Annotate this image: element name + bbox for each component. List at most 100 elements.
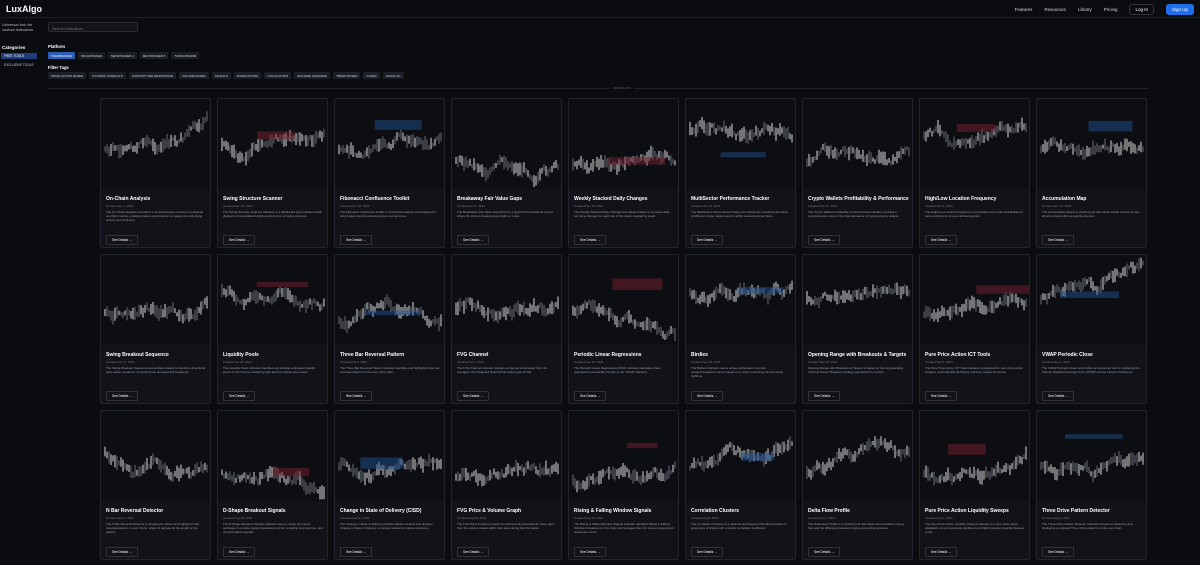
card-title: N Bar Reversal Detector [106,508,164,514]
indicator-card[interactable]: Rising & Falling Window Signals Created A… [568,410,679,560]
see-details-button[interactable]: See Details → [457,547,490,557]
card-description: The High/Low Location Frequency tool pro… [925,210,1024,218]
indicator-card[interactable]: VWAP Periodic Close Created Sep 2, 2024 Th… [1036,254,1147,404]
filter-chip[interactable]: SHOW ALL [382,72,405,79]
filter-chip[interactable]: FOREX [363,72,380,79]
see-details-button[interactable]: See Details → [925,391,958,401]
indicator-card[interactable]: Breakaway Fair Value Gaps Created Dec 5, … [451,98,562,248]
card-preview [218,99,327,189]
see-details-button[interactable]: See Details → [1042,235,1075,245]
indicator-card[interactable]: Delta Flow Profile Created Aug 1, 2024 The… [802,410,913,560]
login-button[interactable]: Log In [1129,4,1154,15]
indicator-card[interactable]: Opening Range with Breakouts & Targets Cr… [802,254,913,404]
platform-chip[interactable]: METATRADER 5 [139,52,169,59]
indicator-card[interactable]: Correlation Clusters Created Aug 8, 2024 T… [685,410,796,560]
indicator-card[interactable]: Weekly Stacked Daily Changes Created Dec … [568,98,679,248]
see-details-button[interactable]: See Details → [457,235,490,245]
see-details-button[interactable]: See Details → [808,235,841,245]
filter-chip[interactable]: DYNAMIC OVERLAYS [89,72,126,79]
see-details-button[interactable]: See Details → [691,235,724,245]
indicator-card[interactable]: Periodic Linear Regressions Created Sep 2… [568,254,679,404]
see-details-button[interactable]: See Details → [457,391,490,401]
indicator-card[interactable]: Accumulation Map Created Nov 14, 2024 The … [1036,98,1147,248]
see-details-button[interactable]: See Details → [691,391,724,401]
card-description: The Crypto Wallets Profitability & Perfo… [808,210,899,218]
filter-chip[interactable]: SIGNALS [211,72,231,79]
indicator-card[interactable]: Change in State of Delivery (CISD) Create… [334,410,445,560]
preview-bg [101,411,210,501]
card-preview [920,411,1029,501]
indicator-card[interactable]: FVG Price & Volume Graph Created Aug 15, … [451,410,562,560]
platform-chip[interactable]: METATRADER 4 [107,52,137,59]
card-date: Created Nov 21, 2024 [808,204,838,208]
see-details-button[interactable]: See Details → [808,547,841,557]
indicator-card[interactable]: Swing Structure Scanner Created Dec 15, 2… [217,98,328,248]
card-preview [569,411,678,501]
indicator-card[interactable]: Three Bar Reversal Pattern Created Oct 9,… [334,254,445,404]
indicator-card[interactable]: Fibonacci Confluence Toolkit Created Dec … [334,98,445,248]
see-details-button[interactable]: See Details → [106,235,139,245]
indicator-card[interactable]: Swing Breakout Sequence Created Oct 17, 2… [100,254,211,404]
indicator-card[interactable]: Pure Price Action ICT Tools Created Sep 5… [919,254,1030,404]
see-details-button[interactable]: See Details → [574,235,607,245]
card-title: Fibonacci Confluence Toolkit [340,196,410,202]
card-date: Created Dec 5, 2024 [457,204,485,208]
filter-chip[interactable]: VOLUME BASED [179,72,209,79]
signup-button[interactable]: Sign Up [1165,4,1194,15]
see-details-button[interactable]: See Details → [808,391,841,401]
card-date: Created Aug 15, 2024 [574,516,604,520]
see-details-button[interactable]: See Details → [691,547,724,557]
filter-chip[interactable]: FORECASTING [233,72,262,79]
indicator-card[interactable]: Crypto Wallets Profitability & Performan… [802,98,913,248]
card-preview [569,99,678,189]
filter-chip[interactable]: TREND BASED [333,72,361,79]
card-preview [335,411,444,501]
nav-link[interactable]: Library [1077,7,1092,12]
nav-link[interactable]: Features [1014,7,1033,12]
platform-label: Platform [48,44,65,49]
card-title: Three Drive Pattern Detector [1042,508,1110,514]
preview-bg [920,411,1029,501]
see-details-button[interactable]: See Details → [574,391,607,401]
category-item[interactable]: FREE TOOLS [1,53,37,59]
indicator-card[interactable]: Liquidity Pools Created Oct 24, 2024 The L… [217,254,328,404]
see-details-button[interactable]: See Details → [223,235,256,245]
filter-chip[interactable]: PRICE ACTION BASED [48,72,87,79]
nav-link[interactable]: Resources [1044,7,1066,12]
see-details-button[interactable]: See Details → [223,547,256,557]
see-details-button[interactable]: See Details → [106,391,139,401]
indicator-card[interactable]: Pure Price Action Liquidity Sweeps Create… [919,410,1030,560]
indicator-card[interactable]: Three Drive Pattern Detector Created Aug … [1036,410,1147,560]
platform-chip[interactable]: THINKORSWIM [171,52,200,59]
see-details-button[interactable]: See Details → [1042,391,1075,401]
see-details-button[interactable]: See Details → [340,391,373,401]
indicator-card[interactable]: FVG Channel Created Oct 1, 2024 The FVG Ch… [451,254,562,404]
see-details-button[interactable]: See Details → [340,547,373,557]
see-details-button[interactable]: See Details → [1042,547,1075,557]
see-details-button[interactable]: See Details → [925,235,958,245]
indicator-card[interactable]: On-Chain Analysis Created Dec 1, 2025 The … [100,98,211,248]
filter-chip[interactable]: OSCILLATORS [264,72,292,79]
see-details-button[interactable]: See Details → [925,547,958,557]
category-item[interactable]: EXCLUSIVE TOOLS [4,63,34,67]
see-details-button[interactable]: See Details → [223,391,256,401]
nav-link[interactable]: Pricing [1103,7,1118,12]
card-date: Created Sep 2, 2024 [1042,360,1070,364]
indicator-card[interactable]: N Bar Reversal Detector Created Sep 3, 20… [100,410,211,560]
card-title: VWAP Periodic Close [1042,352,1093,358]
indicator-card[interactable]: D-Shape Breakout Signals Created Aug 29, … [217,410,328,560]
indicator-card[interactable]: MultiSector Performance Tracker Created N… [685,98,796,248]
search-input[interactable]: Search indicators [48,22,138,32]
platform-chip[interactable]: TRADINGVIEW [48,52,76,59]
logo[interactable]: LuxAlgo [6,4,42,14]
see-details-button[interactable]: See Details → [106,547,139,557]
indicator-card[interactable]: High/Low Location Frequency Created Nov 8… [919,98,1030,248]
indicator-card[interactable]: Birdies Created Sep 18, 2024 The Birdies i… [685,254,796,404]
see-details-button[interactable]: See Details → [574,547,607,557]
platform-chip[interactable]: NINJATRADER [78,52,105,59]
see-details-button[interactable]: See Details → [340,235,373,245]
preview-zone [272,467,310,477]
filter-chip[interactable]: SUPPORT AND RESISTANCE [128,72,176,79]
card-description: The Swing Structure Scanner Indicator is… [223,210,323,218]
filter-chip[interactable]: MACHINE LEARNING [294,72,331,79]
